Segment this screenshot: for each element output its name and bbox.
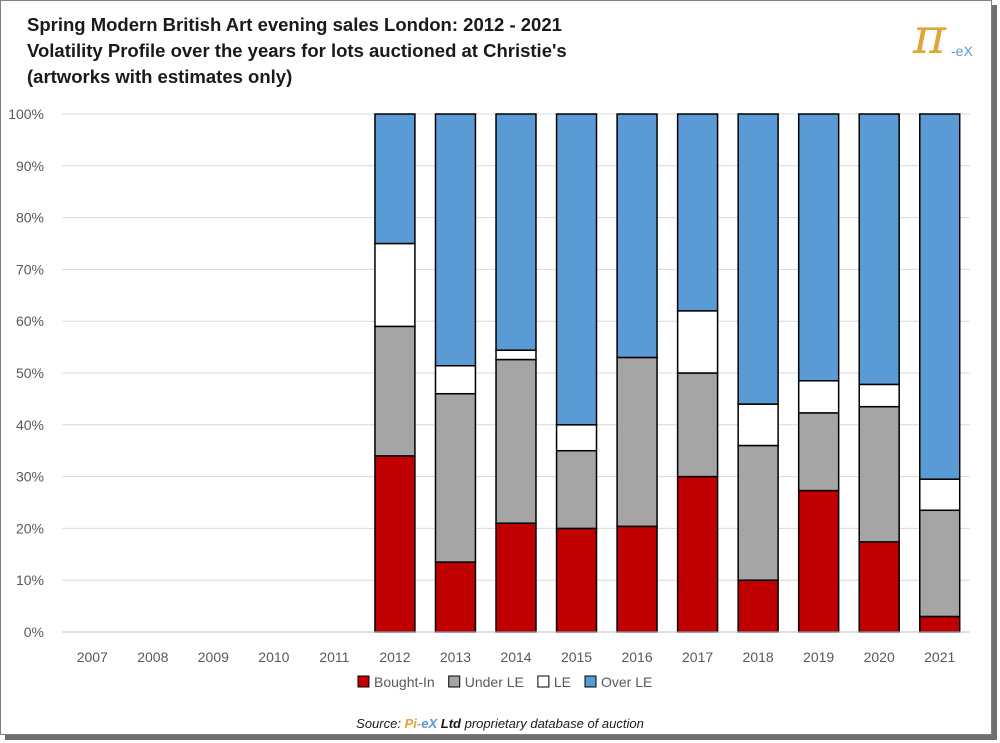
y-tick-label: 10% — [16, 572, 44, 588]
x-tick-label: 2014 — [500, 649, 531, 665]
x-tick-label: 2009 — [198, 649, 229, 665]
bar-bought-in-2018 — [737, 579, 779, 633]
source-note: Source: Pi-eX Ltd proprietary database o… — [0, 716, 1000, 731]
y-tick-label: 100% — [8, 106, 44, 122]
x-tick-label: 2015 — [561, 649, 592, 665]
bar-bought-in-2019 — [797, 489, 840, 633]
bar-le-2013 — [434, 364, 477, 395]
bar-under-le-2017 — [676, 372, 719, 478]
bar-over-le-2021 — [919, 113, 961, 480]
legend-swatch-under-le — [448, 675, 461, 688]
bar-over-le-2020 — [858, 113, 900, 386]
x-tick-label: 2016 — [621, 649, 652, 665]
y-tick-label: 80% — [16, 210, 44, 226]
bar-le-2019 — [797, 380, 840, 414]
bar-over-le-2013 — [434, 113, 477, 367]
bar-over-le-2017 — [676, 113, 719, 312]
bar-bought-in-2015 — [555, 527, 598, 633]
x-tick-label: 2007 — [77, 649, 108, 665]
bar-bought-in-2021 — [919, 615, 961, 633]
legend-swatch-bought-in — [357, 675, 370, 688]
logo-pi: π — [913, 7, 946, 65]
bar-over-le-2015 — [555, 113, 598, 426]
y-tick-label: 0% — [24, 624, 44, 640]
bar-le-2021 — [919, 478, 961, 512]
bar-under-le-2014 — [495, 358, 537, 524]
legend-label: LE — [554, 674, 571, 690]
legend-label: Bought-In — [374, 674, 435, 690]
bar-le-2012 — [374, 242, 416, 328]
x-tick-label: 2011 — [319, 649, 349, 665]
bar-over-le-2019 — [797, 113, 840, 382]
pi-ex-logo: π -eX — [913, 7, 988, 69]
x-tick-label: 2021 — [924, 649, 955, 665]
bar-over-le-2012 — [374, 113, 416, 245]
bar-under-le-2020 — [858, 405, 900, 543]
bar-le-2018 — [737, 403, 779, 447]
y-tick-label: 30% — [16, 469, 44, 485]
bar-bought-in-2013 — [434, 561, 477, 633]
source-prefix: Source: — [356, 716, 401, 731]
title-line-1: Spring Modern British Art evening sales … — [27, 14, 562, 35]
x-tick-label: 2020 — [864, 649, 895, 665]
y-tick-label: 40% — [16, 417, 44, 433]
x-tick-label: 2017 — [682, 649, 713, 665]
source-brand-ex: eX — [421, 716, 438, 731]
bar-under-le-2016 — [616, 356, 658, 528]
bar-under-le-2012 — [374, 325, 416, 457]
logo-ex: -eX — [951, 43, 973, 59]
x-tick-label: 2010 — [258, 649, 289, 665]
y-tick-label: 90% — [16, 158, 44, 174]
bar-under-le-2018 — [737, 444, 779, 581]
bar-over-le-2016 — [616, 113, 658, 359]
bar-under-le-2013 — [434, 392, 477, 563]
bar-bought-in-2020 — [858, 541, 900, 633]
source-suffix: proprietary database of auction — [464, 716, 644, 731]
x-tick-label: 2019 — [803, 649, 834, 665]
bar-over-le-2018 — [737, 113, 779, 405]
bar-bought-in-2016 — [616, 525, 658, 633]
bar-bought-in-2014 — [495, 522, 537, 633]
bar-le-2015 — [555, 424, 598, 452]
bar-under-le-2019 — [797, 412, 840, 492]
x-tick-label: 2012 — [379, 649, 410, 665]
title-line-3: (artworks with estimates only) — [27, 66, 293, 87]
y-tick-label: 20% — [16, 520, 44, 536]
bar-le-2014 — [495, 349, 537, 361]
chart-title: Spring Modern British Art evening sales … — [27, 12, 567, 90]
legend-swatch-le — [537, 675, 550, 688]
bar-le-2020 — [858, 383, 900, 408]
source-brand-pi: Pi- — [404, 716, 422, 731]
legend-swatch-over-le — [584, 675, 597, 688]
legend-label: Under LE — [465, 674, 524, 690]
y-tick-label: 60% — [16, 313, 44, 329]
source-brand-ltd: Ltd — [440, 716, 461, 731]
x-tick-label: 2013 — [440, 649, 471, 665]
x-tick-label: 2018 — [743, 649, 774, 665]
bar-under-le-2021 — [919, 509, 961, 618]
x-tick-label: 2008 — [137, 649, 168, 665]
bar-over-le-2014 — [495, 113, 537, 351]
y-tick-label: 70% — [16, 261, 44, 277]
legend-label: Over LE — [601, 674, 652, 690]
y-tick-label: 50% — [16, 365, 44, 381]
bar-under-le-2015 — [555, 449, 598, 530]
bar-bought-in-2012 — [374, 455, 416, 633]
bar-le-2017 — [676, 310, 719, 374]
title-line-2: Volatility Profile over the years for lo… — [27, 40, 567, 61]
bar-bought-in-2017 — [676, 475, 719, 633]
